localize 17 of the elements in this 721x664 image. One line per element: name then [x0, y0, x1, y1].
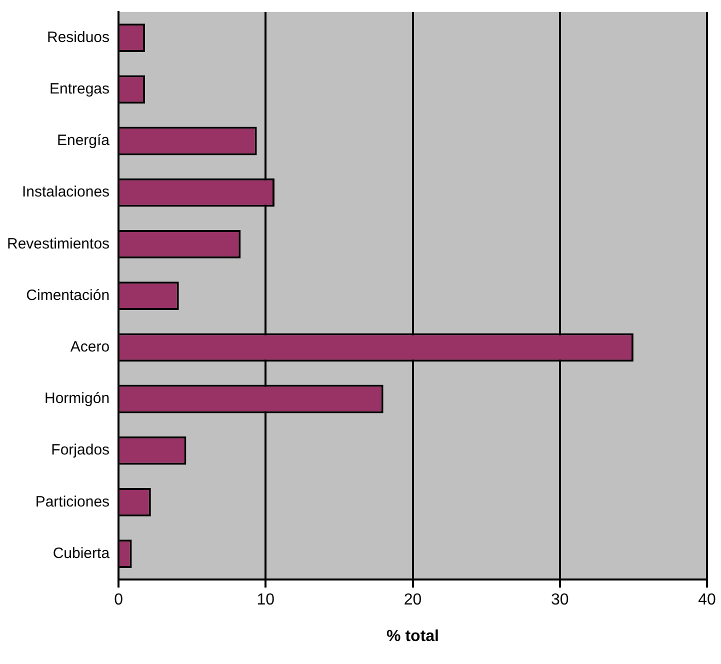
- y-tick-label: Acero: [70, 338, 110, 356]
- y-tick-label: Cubierta: [52, 544, 110, 562]
- x-tick-label: 40: [698, 592, 716, 609]
- y-tick-label: Entregas: [49, 80, 110, 98]
- y-tick-label: Energía: [56, 132, 110, 150]
- x-tick-label: 10: [256, 592, 275, 609]
- y-tick-label: Revestimientos: [6, 235, 110, 252]
- y-tick-label: Instalaciones: [22, 184, 110, 201]
- x-tick-label: 0: [114, 592, 124, 609]
- x-tick-label: 30: [550, 592, 569, 609]
- y-tick-label: Cimentación: [26, 286, 110, 304]
- y-tick-label: Forjados: [51, 442, 110, 459]
- y-tick-label: Particiones: [35, 493, 110, 510]
- y-tick-label: Residuos: [46, 28, 110, 46]
- x-tick-label: 20: [404, 592, 422, 609]
- y-tick-label: Hormigón: [44, 390, 110, 408]
- x-axis-title: % total: [386, 628, 439, 645]
